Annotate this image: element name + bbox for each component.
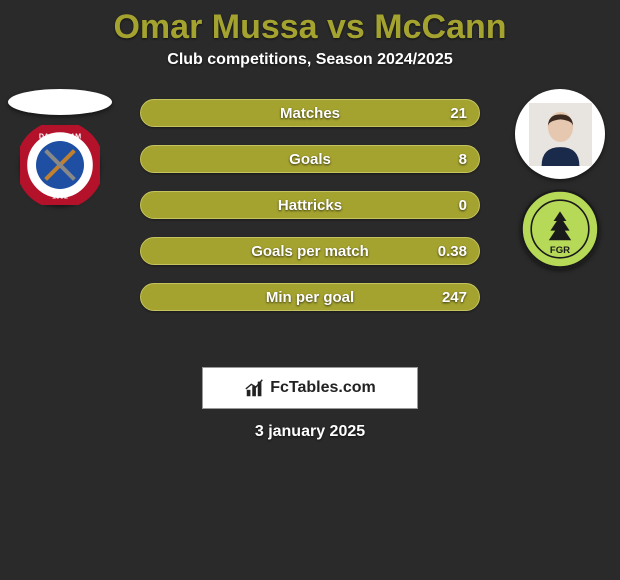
- comparison-card: Omar Mussa vs McCann Club competitions, …: [0, 0, 620, 580]
- bar-chart-icon: [244, 377, 266, 399]
- stat-bars: Matches 21 Goals 8 Hattricks 0 Goals per match…: [140, 99, 480, 311]
- date-text: 3 january 2025: [0, 423, 620, 441]
- dagenham-badge-icon: DAGENHAM 1992: [20, 125, 100, 205]
- right-player-avatar: [515, 89, 605, 179]
- stat-right-value: 0: [459, 197, 467, 214]
- stat-label: Goals: [289, 151, 331, 168]
- stat-bar: Goals 8: [140, 145, 480, 173]
- svg-text:FGR: FGR: [550, 245, 570, 256]
- stat-bar: Matches 21: [140, 99, 480, 127]
- compare-area: DAGENHAM 1992 FGR: [0, 89, 620, 349]
- stat-label: Hattricks: [278, 197, 342, 214]
- stat-label: Matches: [280, 105, 340, 122]
- player-photo-icon: [529, 103, 592, 166]
- stat-right-value: 0.38: [438, 243, 467, 260]
- svg-text:1992: 1992: [52, 192, 68, 201]
- page-title: Omar Mussa vs McCann: [0, 0, 620, 51]
- left-player-column: DAGENHAM 1992: [10, 89, 110, 205]
- stat-right-value: 21: [450, 105, 467, 122]
- stat-label: Goals per match: [251, 243, 369, 260]
- left-player-avatar: [8, 89, 112, 115]
- subtitle: Club competitions, Season 2024/2025: [0, 51, 620, 89]
- stat-bar: Min per goal 247: [140, 283, 480, 311]
- stat-bar: Hattricks 0: [140, 191, 480, 219]
- forest-green-badge-icon: FGR: [520, 189, 600, 269]
- right-club-badge: FGR: [520, 189, 600, 269]
- brand-box: FcTables.com: [202, 367, 418, 409]
- brand-text: FcTables.com: [270, 379, 376, 397]
- stat-right-value: 8: [459, 151, 467, 168]
- svg-text:DAGENHAM: DAGENHAM: [39, 132, 81, 141]
- stat-label: Min per goal: [266, 289, 354, 306]
- stat-bar: Goals per match 0.38: [140, 237, 480, 265]
- right-player-column: FGR: [510, 89, 610, 269]
- stat-right-value: 247: [442, 289, 467, 306]
- left-club-badge: DAGENHAM 1992: [20, 125, 100, 205]
